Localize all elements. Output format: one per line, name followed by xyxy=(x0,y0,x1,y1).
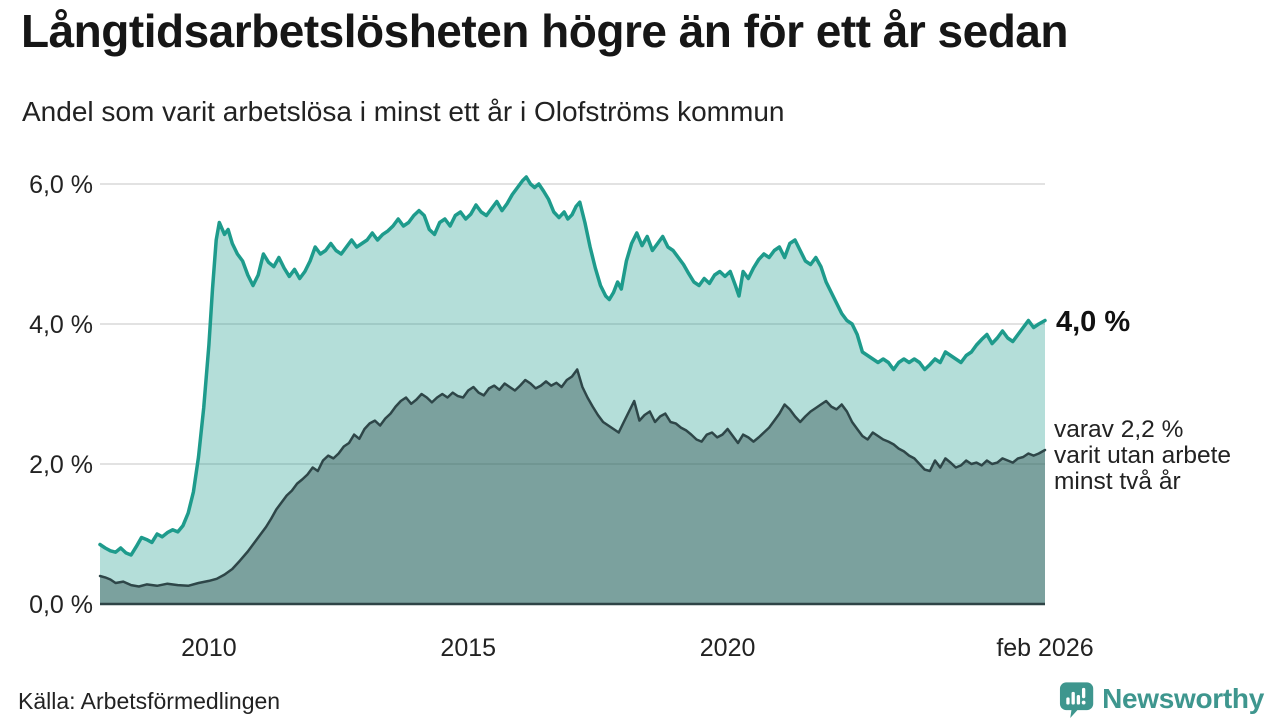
y-tick-label: 0,0 % xyxy=(29,591,93,619)
x-tick-label: feb 2026 xyxy=(996,634,1093,662)
newsworthy-bubble-chart-icon xyxy=(1060,682,1094,718)
two-year-annotation-line1: varav 2,2 % xyxy=(1054,416,1184,443)
y-tick-label: 6,0 % xyxy=(29,171,93,199)
x-tick-label: 2020 xyxy=(700,634,756,662)
x-tick-label: 2015 xyxy=(440,634,496,662)
two-year-annotation: varav 2,2 % varit utan arbete minst två … xyxy=(1054,417,1231,495)
two-year-annotation-line2: varit utan arbete xyxy=(1054,442,1232,469)
newsworthy-wordmark: Newsworthy xyxy=(1102,683,1264,714)
line-total-long-term xyxy=(98,175,1047,557)
latest-value-label: 4,0 % xyxy=(1056,306,1131,338)
chart-title: Långtidsarbetslösheten högre än för ett … xyxy=(21,5,1068,57)
area-two-year xyxy=(100,369,1045,604)
newsworthy-logo: Newsworthy xyxy=(1056,680,1264,718)
two-year-annotation-line3: minst två år xyxy=(1054,468,1181,495)
y-tick-label: 2,0 % xyxy=(29,451,93,479)
x-tick-label: 2010 xyxy=(181,634,237,662)
area-total-long-term xyxy=(100,177,1045,604)
chart-subtitle: Andel som varit arbetslösa i minst ett å… xyxy=(22,96,785,127)
y-tick-label: 4,0 % xyxy=(29,311,93,339)
line-two-year xyxy=(98,368,1047,588)
source-label: Källa: Arbetsförmedlingen xyxy=(18,688,281,714)
